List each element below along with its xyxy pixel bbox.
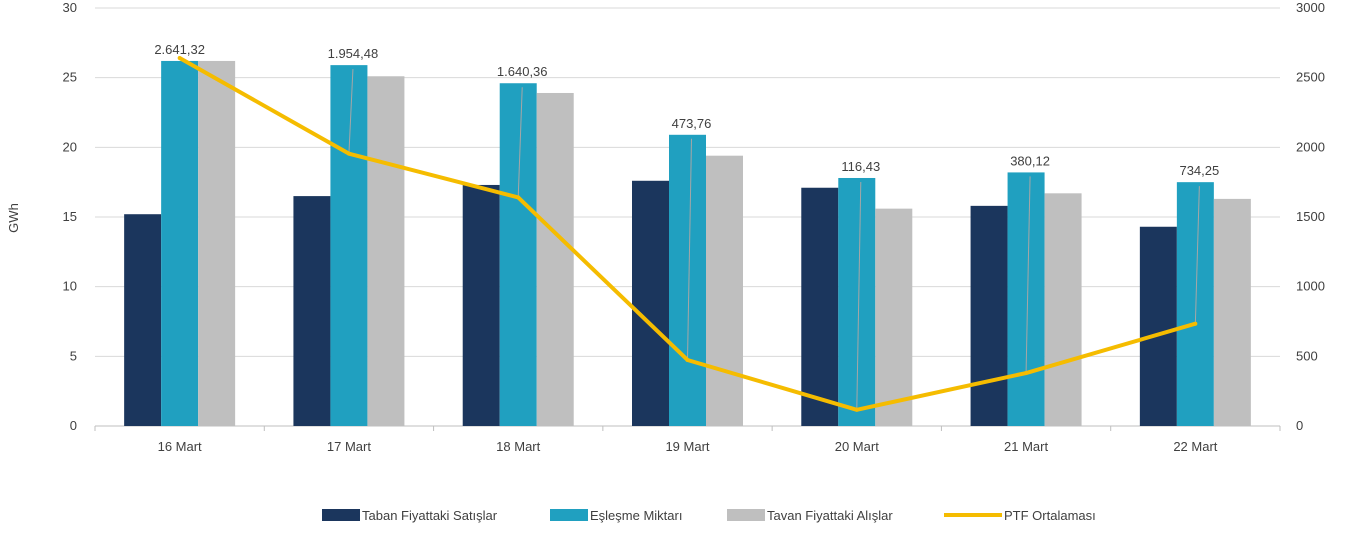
leader-line (1025, 176, 1031, 374)
bar (1007, 172, 1045, 426)
y-tick-label: 25 (63, 70, 77, 85)
ptf-point (177, 55, 182, 60)
y-tick-label: 30 (63, 0, 77, 15)
leader-line (348, 69, 354, 154)
x-tick-label: 20 Mart (835, 439, 879, 454)
bar (632, 180, 669, 426)
legend-swatch (322, 509, 360, 521)
legend-label: PTF Ortalaması (1004, 508, 1096, 523)
x-tick-label: 18 Mart (496, 439, 540, 454)
y-tick-label: 10 (63, 279, 77, 294)
ptf-data-label: 2.641,32 (154, 42, 205, 57)
y-tick-label: 5 (70, 348, 77, 363)
ptf-data-label: 473,76 (672, 116, 712, 131)
x-tick-label: 19 Mart (665, 439, 709, 454)
y-axis-right: 0 500 1000 1500 2000 2500 3000 (1296, 0, 1325, 433)
leader-lines (348, 69, 1200, 410)
ptf-point (854, 407, 859, 412)
bar (462, 184, 500, 426)
legend-swatch (727, 509, 765, 521)
bar (367, 76, 405, 427)
ptf-point (346, 151, 351, 156)
bar (536, 92, 574, 426)
ptf-data-label: 380,12 (1010, 153, 1050, 168)
y2-tick-label: 1500 (1296, 209, 1325, 224)
y2-tick-label: 1000 (1296, 279, 1325, 294)
legend-label: Taban Fiyattaki Satışlar (362, 508, 498, 523)
bar (499, 83, 537, 427)
x-axis: 16 Mart 17 Mart 18 Mart 19 Mart 20 Mart 21 Ma… (94, 426, 1281, 454)
leader-line (856, 181, 862, 410)
ptf-data-label: 116,43 (841, 159, 880, 174)
bar (198, 60, 236, 427)
y-tick-label: 15 (63, 209, 77, 224)
bar (330, 65, 368, 427)
ptf-point (1024, 371, 1029, 376)
legend-swatch (550, 509, 588, 521)
x-tick-label: 17 Mart (327, 439, 371, 454)
y-tick-label: 0 (70, 418, 77, 433)
y-axis-title: GWh (6, 203, 21, 233)
bar (1044, 193, 1082, 426)
ptf-data-label: 1.954,48 (328, 46, 379, 61)
bar (124, 214, 162, 426)
ptf-data-label: 1.640,36 (497, 64, 548, 79)
y2-tick-label: 500 (1296, 348, 1318, 363)
y-axis-left: 0 5 10 15 20 25 30 (63, 0, 77, 433)
bar (875, 208, 913, 426)
leader-line (517, 87, 523, 198)
bar (161, 60, 199, 427)
bar (669, 134, 706, 426)
y2-tick-label: 2500 (1296, 70, 1325, 85)
bars (124, 60, 1251, 427)
legend-label: Eşleşme Miktarı (590, 508, 682, 523)
x-tick-label: 21 Mart (1004, 439, 1048, 454)
y2-tick-label: 0 (1296, 418, 1303, 433)
legend: Taban Fiyattaki Satışlar Eşleşme Miktarı T… (322, 508, 1096, 523)
data-labels: 2.641,32 1.954,48 1.640,36 473,76 116,43 380,… (154, 42, 1219, 178)
leader-line (687, 138, 692, 360)
bar (801, 187, 839, 426)
bar (1139, 226, 1177, 426)
y2-tick-label: 2000 (1296, 139, 1325, 154)
bar (1176, 182, 1214, 426)
x-tick-label: 22 Mart (1173, 439, 1217, 454)
leader-line (1194, 186, 1200, 324)
y-tick-label: 20 (63, 139, 77, 154)
bar (706, 155, 743, 426)
bar (1213, 198, 1251, 426)
x-tick-label: 16 Mart (158, 439, 202, 454)
line-series (177, 55, 1198, 412)
legend-label: Tavan Fiyattaki Alışlar (767, 508, 893, 523)
bar (293, 196, 331, 426)
ptf-point (685, 357, 690, 362)
ptf-point (516, 195, 521, 200)
y2-tick-label: 3000 (1296, 0, 1325, 15)
ptf-point (1193, 321, 1198, 326)
ptf-data-label: 734,25 (1179, 163, 1219, 178)
bar (970, 205, 1008, 426)
